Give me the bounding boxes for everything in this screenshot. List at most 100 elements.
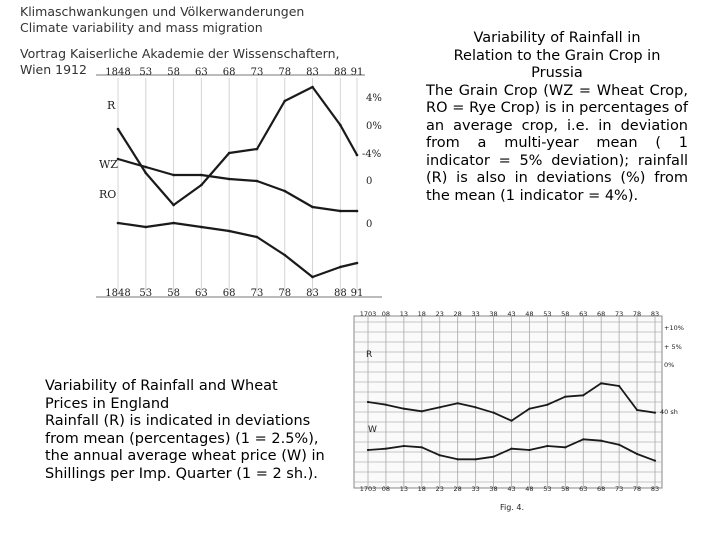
x-tick-label-top: 48: [525, 310, 533, 318]
data-point-wz: [283, 189, 287, 193]
data-point-ro: [172, 221, 175, 225]
data-point-ro: [339, 265, 342, 269]
x-tick-label-top: 58: [561, 310, 569, 318]
data-point-r: [311, 85, 314, 89]
x-tick-label-top: 73: [251, 67, 264, 78]
x-tick-label-bottom: 1703: [360, 485, 377, 493]
x-tick-label-bottom: 63: [579, 485, 587, 493]
data-point-w: [474, 458, 477, 461]
data-point-r: [144, 171, 148, 175]
x-tick-label-bottom: 58: [167, 288, 180, 299]
x-tick-label-top: 88: [334, 67, 347, 78]
x-tick-label-top: 63: [579, 310, 587, 318]
x-tick-label-top: 43: [507, 310, 515, 318]
right-axis-label: 0%: [366, 121, 382, 132]
data-point-r: [653, 411, 657, 414]
data-point-w: [510, 447, 513, 450]
x-tick-label-top: 23: [436, 310, 444, 318]
data-point-wz: [311, 205, 314, 209]
series-label-w: W: [368, 425, 377, 435]
x-tick-label-bottom: 28: [454, 485, 462, 493]
data-point-wz: [227, 177, 231, 181]
data-point-r: [420, 410, 423, 413]
x-tick-label-bottom: 73: [251, 288, 264, 299]
x-tick-label-top: 53: [543, 310, 551, 318]
data-point-r: [116, 127, 120, 131]
x-tick-label-top: 91: [351, 67, 364, 78]
series-label-r: R: [107, 99, 116, 112]
x-tick-label-bottom: 1848: [105, 288, 130, 299]
series-label-wz: WZ: [99, 158, 118, 171]
prussia-description: Variability of Rainfall in Relation to t…: [426, 30, 688, 205]
x-tick-label-bottom: 68: [223, 288, 236, 299]
data-point-r: [564, 395, 567, 398]
x-tick-label-bottom: 78: [633, 485, 641, 493]
x-tick-label-bottom: 13: [400, 485, 408, 493]
data-point-w: [600, 439, 603, 442]
data-point-ro: [144, 225, 148, 229]
right-axis-label: 4%: [366, 93, 382, 104]
data-point-w: [456, 458, 459, 461]
data-point-w: [528, 448, 531, 452]
series-label-ro: RO: [99, 188, 116, 201]
data-point-wz: [339, 209, 342, 213]
england-body: Rainfall (R) is indicated in deviations …: [45, 413, 325, 482]
x-tick-label-bottom: 53: [139, 288, 152, 299]
x-tick-label-top: 08: [382, 310, 390, 318]
right-axis-label: + 5%: [664, 343, 682, 351]
right-axis-label: 0: [366, 219, 372, 230]
series-line-r: [117, 85, 358, 207]
x-tick-label-bottom: 73: [615, 485, 623, 493]
data-point-w: [582, 438, 585, 441]
x-tick-label-bottom: 23: [436, 485, 444, 493]
data-point-ro: [311, 275, 314, 279]
data-point-wz: [144, 165, 148, 169]
header-line-4: Wien 1912: [20, 62, 87, 77]
right-axis-label: 0%: [664, 361, 674, 369]
x-tick-label-top: 1703: [360, 310, 377, 318]
data-point-r: [492, 411, 495, 414]
data-point-r: [582, 394, 585, 397]
data-point-ro: [283, 253, 287, 257]
x-tick-label-top: 83: [306, 67, 319, 78]
england-title-2: Prices in England: [45, 395, 170, 412]
x-tick-label-top: 18: [418, 310, 426, 318]
x-tick-label-top: 78: [633, 310, 641, 318]
x-tick-label-top: 68: [597, 310, 605, 318]
x-tick-label-bottom: 78: [278, 288, 291, 299]
x-tick-label-bottom: 83: [651, 485, 659, 493]
prussia-body: The Grain Crop (WZ = Wheat Crop, RO = Ry…: [426, 82, 688, 204]
data-point-r: [402, 407, 405, 410]
x-tick-label-bottom: 33: [471, 485, 479, 493]
data-point-w: [420, 446, 423, 449]
x-tick-label-bottom: 43: [507, 485, 515, 493]
x-tick-label-top: 63: [195, 67, 208, 78]
data-point-r: [600, 382, 603, 385]
prussia-title-1: Variability of Rainfall in: [473, 30, 641, 46]
header-line-3: Vortrag Kaiserliche Akademie der Wissens…: [20, 46, 340, 61]
england-chart-group: 1703 1703 08 08 13 13 18 18 23 23 28 28 33 33 38 38 43 43…: [353, 310, 684, 512]
x-tick-label-top: 53: [139, 67, 152, 78]
data-point-r: [546, 403, 549, 406]
header-line-1: Klimaschwankungen und Völkerwanderungen: [20, 4, 305, 19]
data-point-w: [618, 443, 621, 446]
data-point-ro: [116, 221, 120, 225]
data-point-wz: [355, 209, 359, 213]
data-point-r: [635, 408, 639, 412]
data-point-w: [492, 455, 495, 458]
prussia-title-3: Prussia: [531, 65, 583, 81]
x-tick-label-top: 73: [615, 310, 623, 318]
data-point-w: [635, 452, 639, 456]
england-description: Variability of Rainfall and Wheat Prices…: [45, 378, 337, 483]
x-tick-label-bottom: 91: [351, 288, 364, 299]
data-point-r: [456, 402, 459, 405]
x-tick-label-bottom: 08: [382, 485, 390, 493]
right-axis-label: +10%: [664, 324, 684, 332]
data-point-r: [172, 203, 175, 207]
england-title-1: Variability of Rainfall and Wheat: [45, 378, 278, 394]
data-point-r: [227, 151, 231, 155]
data-point-wz: [200, 173, 203, 177]
x-tick-label-bottom: 83: [306, 288, 319, 299]
